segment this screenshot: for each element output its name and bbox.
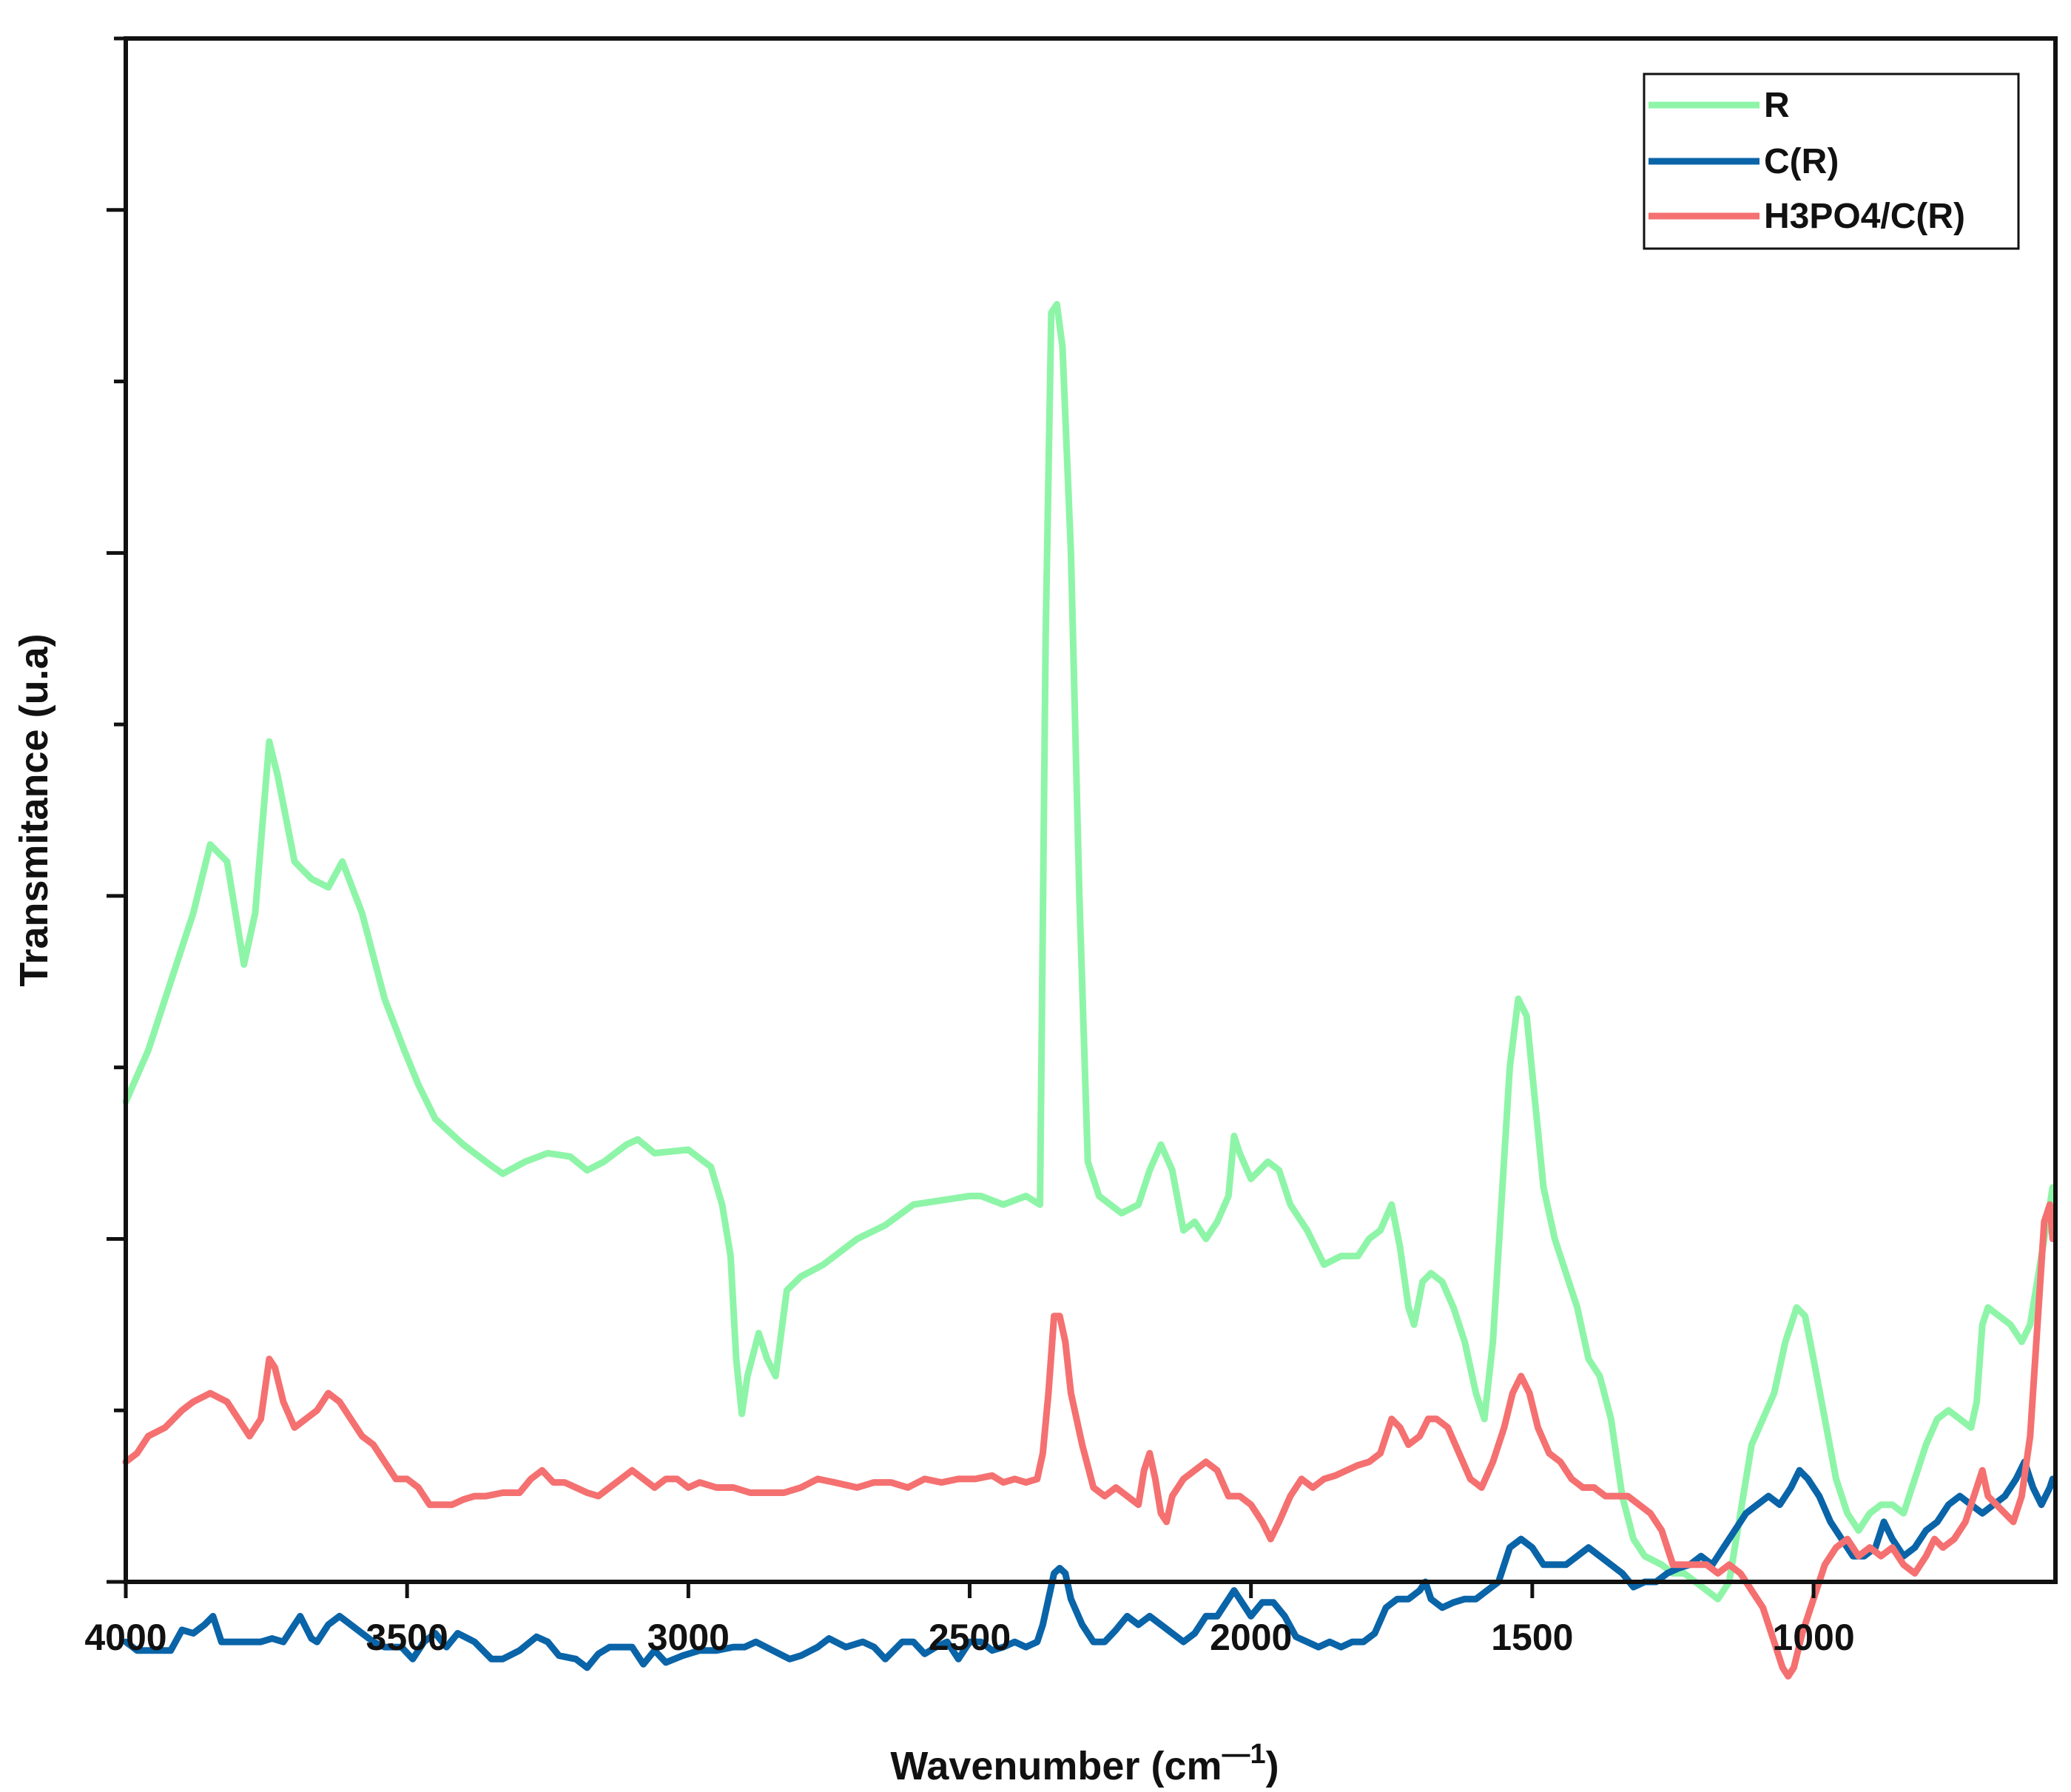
series-lines xyxy=(122,300,2056,1680)
legend-label-h3po4-c-r: H3PO4/C(R) xyxy=(1764,197,1965,236)
x-tick-label: 4000 xyxy=(84,1617,166,1658)
x-axis-title-suffix: ) xyxy=(1266,1744,1279,1788)
legend-label-c-r: C(R) xyxy=(1764,142,1839,181)
series-line-3 xyxy=(122,1201,2056,1680)
y-axis-ticks xyxy=(107,36,126,1584)
x-tick-label: 1000 xyxy=(1772,1617,1854,1658)
x-tick-label: 2000 xyxy=(1210,1617,1292,1658)
x-tick-label: 3000 xyxy=(647,1617,730,1658)
x-tick-label: 1500 xyxy=(1491,1617,1573,1658)
legend: R C(R) H3PO4/C(R) xyxy=(1643,73,2020,250)
series-line-1 xyxy=(122,300,2056,1603)
x-axis-title-superscript: —1 xyxy=(1222,1739,1266,1770)
x-axis-ticks: 4000 3500 3000 2500 2000 1500 1000 xyxy=(84,1582,1855,1658)
y-axis-title: Transmitance (u.a) xyxy=(12,633,56,986)
x-tick-label: 3500 xyxy=(366,1617,448,1658)
plot-frame xyxy=(124,36,2058,1584)
x-tick-label: 2500 xyxy=(929,1617,1011,1658)
legend-label-r: R xyxy=(1764,86,1790,125)
series-line-2 xyxy=(122,1458,2056,1671)
x-axis-title: Wavenumber (cm—1) xyxy=(890,1739,1279,1788)
x-axis-title-main: Wavenumber (cm xyxy=(890,1744,1222,1788)
